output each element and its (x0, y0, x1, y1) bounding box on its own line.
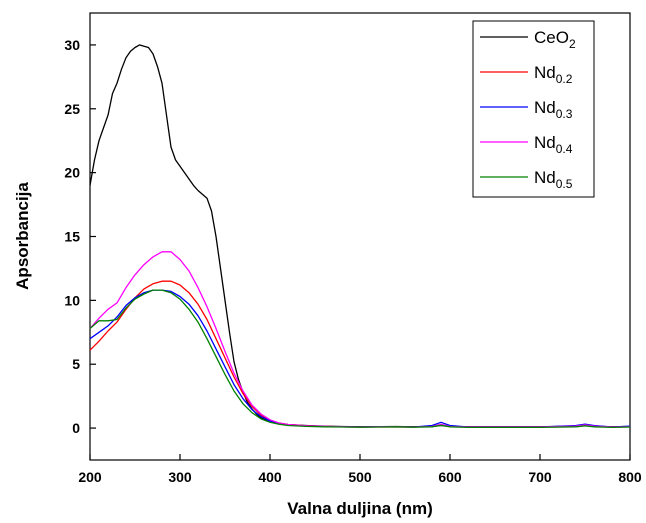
y-axis-title: Apsorbancija (13, 182, 32, 290)
x-tick-label: 500 (348, 469, 372, 485)
legend-name: CeO (534, 28, 569, 47)
series-line-1 (89, 280, 631, 428)
y-tick-label: 0 (72, 420, 80, 436)
legend-name: Nd (534, 133, 556, 152)
x-tick-label: 700 (528, 469, 552, 485)
legend-box (472, 20, 595, 198)
legend-label-3: Nd0.4 (534, 133, 573, 156)
legend-name: Nd (534, 168, 556, 187)
legend-name: Nd (534, 98, 556, 117)
legend-label-0: CeO2 (534, 28, 576, 51)
series-line-2 (89, 289, 631, 428)
x-tick-label: 600 (438, 469, 462, 485)
legend-subscript: 0.5 (556, 177, 573, 191)
legend-subscript: 0.2 (556, 72, 573, 86)
y-tick-label: 30 (64, 37, 80, 53)
series-layer (89, 44, 631, 429)
x-tick-label: 300 (168, 469, 192, 485)
legend-label-1: Nd0.2 (534, 63, 573, 86)
y-tick-label: 25 (64, 101, 80, 117)
y-tick-label: 20 (64, 165, 80, 181)
series-line-4 (89, 289, 631, 429)
x-axis-ticks: 200 300 400 500 600 700 800 (78, 454, 642, 485)
y-tick-label: 10 (64, 292, 80, 308)
x-tick-label: 200 (78, 469, 102, 485)
legend-label-4: Nd0.5 (534, 168, 573, 191)
legend-subscript: 0.3 (556, 107, 573, 121)
legend-name: Nd (534, 63, 556, 82)
legend-subscript: 2 (569, 37, 576, 51)
y-tick-label: 5 (72, 356, 80, 372)
x-tick-label: 800 (618, 469, 642, 485)
legend-label-2: Nd0.3 (534, 98, 573, 121)
x-tick-label: 400 (258, 469, 282, 485)
y-tick-label: 15 (64, 229, 80, 245)
legend-subscript: 0.4 (556, 142, 573, 156)
series-line-3 (89, 251, 631, 428)
y-axis-ticks: 0 5 10 15 20 25 30 (64, 37, 96, 436)
x-axis-title: Valna duljina (nm) (287, 499, 432, 518)
